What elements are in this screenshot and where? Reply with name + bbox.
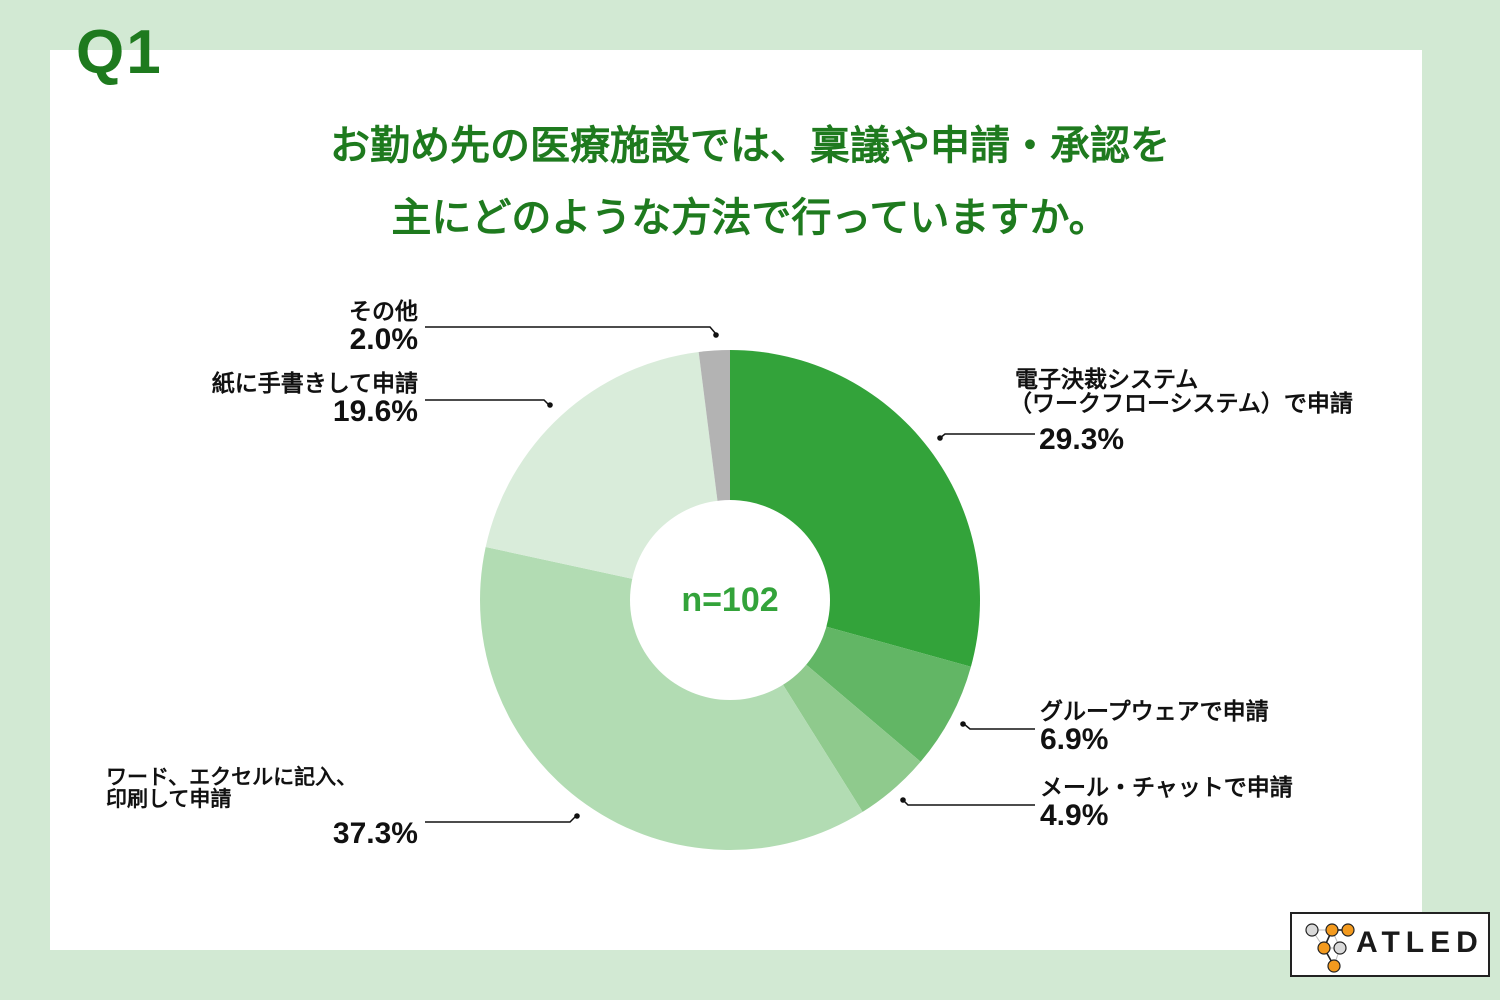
- label-paper: 紙に手書きして申請 19.6%: [212, 372, 418, 428]
- atled-logo: ATLED: [1290, 912, 1490, 977]
- leader-dot-paper: [547, 402, 553, 408]
- label-mail-name: メール・チャットで申請: [1040, 775, 1293, 801]
- label-electronic-pct: 29.3%: [1039, 423, 1125, 457]
- label-mail: メール・チャットで申請 4.9%: [1040, 776, 1293, 832]
- sample-size-label: n=102: [681, 581, 779, 619]
- leader-line-paper: [425, 399, 550, 406]
- label-other-name: その他: [349, 299, 418, 325]
- leader-line-word-excel: [425, 815, 577, 823]
- title-line-1: お勤め先の医療施設では、稟議や申請・承認を: [330, 123, 1170, 169]
- leader-dot-mail: [900, 797, 906, 803]
- donut-hole: [630, 500, 830, 700]
- label-word-excel-line2: 印刷して申請: [106, 787, 232, 812]
- label-groupware-name: グループウェアで申請: [1040, 699, 1269, 725]
- atled-logo-text: ATLED: [1356, 926, 1484, 959]
- label-word-excel-line1: ワード、エクセルに記入、: [106, 765, 358, 789]
- label-word-excel: ワード、エクセルに記入、 印刷して申請: [106, 766, 357, 810]
- leader-lines: [425, 326, 1035, 823]
- label-paper-pct: 19.6%: [332, 395, 418, 429]
- question-number: Q1: [76, 18, 163, 87]
- label-electronic-line1: 電子決裁システム: [1015, 367, 1199, 393]
- label-mail-pct: 4.9%: [1040, 799, 1109, 833]
- leader-line-groupware: [963, 723, 1035, 730]
- label-paper-name: 紙に手書きして申請: [211, 371, 418, 397]
- label-word-excel-pct-wrap: 37.3%: [333, 818, 418, 850]
- leader-dot-other: [713, 332, 719, 338]
- atled-network-icon: [1305, 923, 1355, 973]
- label-word-excel-pct: 37.3%: [332, 817, 418, 850]
- leader-line-mail: [902, 799, 1035, 806]
- label-groupware-pct: 6.9%: [1040, 723, 1109, 757]
- title-line-2: 主にどのような方法で行っていますか。: [391, 195, 1109, 241]
- label-electronic: 電子決裁システム （ワークフローシステム）で申請 29.3%: [1009, 367, 1353, 457]
- leader-dot-groupware: [960, 721, 966, 727]
- label-other-pct: 2.0%: [349, 323, 418, 357]
- label-other: その他 2.0%: [349, 300, 418, 356]
- slice-word-excel: [480, 546, 863, 850]
- chart-title: お勤め先の医療施設では、稟議や申請・承認を 主にどのような方法で行っていますか。: [150, 110, 1350, 254]
- leader-dot-word-excel: [574, 813, 580, 819]
- leader-dot-electronic: [937, 435, 943, 441]
- leader-line-other: [425, 326, 717, 335]
- label-groupware: グループウェアで申請 6.9%: [1040, 700, 1269, 756]
- label-electronic-line2: （ワークフローシステム）で申請: [1009, 391, 1353, 418]
